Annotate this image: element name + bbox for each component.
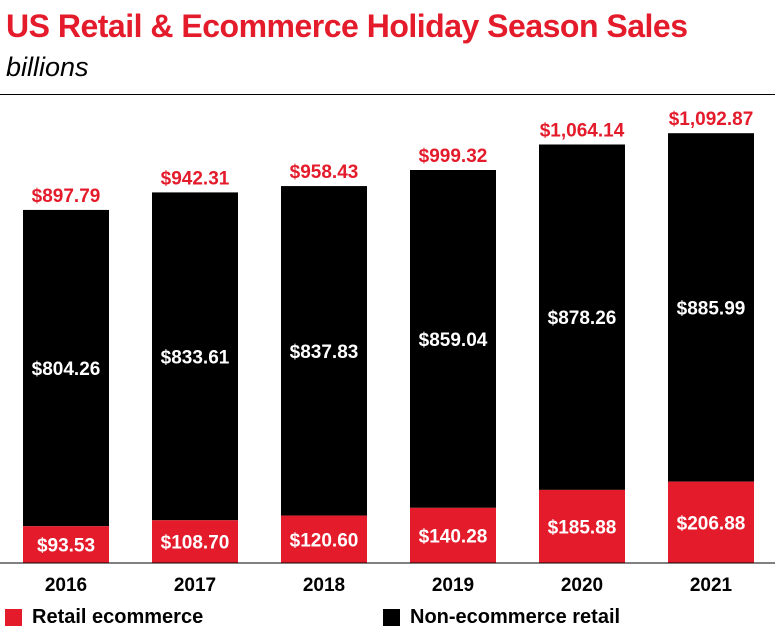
legend-swatch-retail-ecommerce	[5, 608, 22, 626]
bar-ecommerce-2019	[410, 507, 496, 563]
x-tick-label-2017: 2017	[174, 575, 216, 596]
total-label-2020: $1,064.14	[540, 120, 625, 141]
stacked-bar-chart: $804.26 $93.53 $897.79 2016 $833.61 $108.70 $9…	[0, 109, 775, 596]
data-label-ecommerce-2019: $140.28	[419, 526, 488, 547]
total-label-2019: $999.32	[419, 146, 488, 167]
total-label-2016: $897.79	[32, 186, 101, 207]
chart-subtitle: billions	[6, 52, 89, 82]
data-label-ecommerce-2020: $185.88	[548, 517, 617, 538]
data-label-non-ecommerce-2017: $833.61	[161, 347, 230, 368]
bar-ecommerce-2020	[539, 489, 625, 563]
legend-label-non-ecommerce-retail: Non-ecommerce retail	[410, 605, 621, 628]
x-tick-label-2016: 2016	[45, 575, 87, 596]
data-label-ecommerce-2018: $120.60	[290, 530, 359, 551]
x-tick-label-2021: 2021	[690, 575, 733, 596]
legend-label-retail-ecommerce: Retail ecommerce	[32, 605, 204, 628]
bar-ecommerce-2017	[152, 520, 238, 563]
total-label-2018: $958.43	[290, 162, 359, 183]
bar-ecommerce-2018	[281, 515, 367, 563]
legend-swatch-non-ecommerce-retail	[383, 608, 400, 626]
total-label-2021: $1,092.87	[669, 109, 754, 130]
legend-item-non-ecommerce-retail: Non-ecommerce retail	[383, 604, 620, 630]
bar-non-ecommerce-2020	[539, 144, 625, 490]
data-label-ecommerce-2021: $206.88	[677, 513, 746, 534]
data-label-non-ecommerce-2019: $859.04	[419, 330, 488, 351]
bar-non-ecommerce-2018	[281, 186, 367, 516]
bar-non-ecommerce-2017	[152, 192, 238, 521]
title-divider	[0, 94, 775, 95]
data-label-non-ecommerce-2020: $878.26	[548, 308, 617, 329]
data-label-non-ecommerce-2018: $837.83	[290, 342, 359, 363]
x-tick-label-2020: 2020	[561, 575, 603, 596]
bar-ecommerce-2021	[668, 481, 754, 563]
legend-item-retail-ecommerce: Retail ecommerce	[5, 604, 203, 630]
bar-non-ecommerce-2016	[23, 209, 109, 527]
data-label-ecommerce-2016: $93.53	[37, 536, 95, 557]
data-label-ecommerce-2017: $108.70	[161, 533, 230, 554]
x-tick-label-2019: 2019	[432, 575, 474, 596]
bar-non-ecommerce-2019	[410, 169, 496, 508]
chart-title: US Retail & Ecommerce Holiday Season Sal…	[6, 8, 688, 44]
data-label-non-ecommerce-2016: $804.26	[32, 359, 101, 380]
bar-non-ecommerce-2021	[668, 133, 754, 482]
total-label-2017: $942.31	[161, 168, 230, 189]
bar-ecommerce-2016	[23, 526, 109, 563]
data-label-non-ecommerce-2021: $885.99	[677, 298, 746, 319]
x-tick-label-2018: 2018	[303, 575, 345, 596]
